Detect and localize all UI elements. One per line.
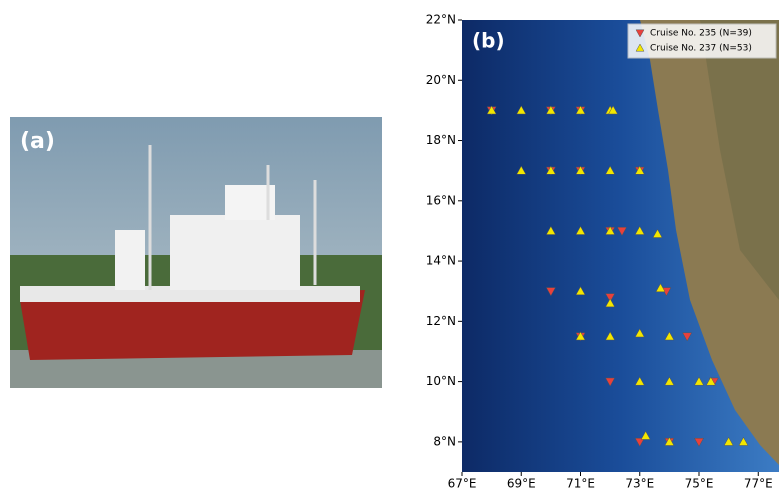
- y-tick-label: 8°N: [433, 434, 456, 448]
- marker: [634, 165, 645, 175]
- marker: [605, 377, 616, 387]
- marker: [575, 165, 586, 175]
- marker: [575, 286, 586, 296]
- x-tick-label: 75°E: [685, 477, 714, 489]
- marker: [664, 376, 675, 386]
- marker: [640, 430, 651, 440]
- x-tick-label: 67°E: [448, 477, 477, 489]
- y-tick-label: 12°N: [426, 314, 456, 328]
- marker: [634, 328, 645, 338]
- marker: [705, 376, 716, 386]
- marker: [605, 165, 616, 175]
- ship-photo: (a): [10, 117, 382, 388]
- marker: [723, 436, 734, 446]
- x-tick-label: 77°E: [744, 477, 773, 489]
- marker: [605, 298, 616, 308]
- legend-marker: [635, 43, 645, 52]
- marker: [664, 436, 675, 446]
- y-tick-label: 14°N: [426, 254, 456, 268]
- marker: [516, 165, 527, 175]
- legend-box: [627, 23, 777, 59]
- marker: [652, 228, 663, 238]
- panel-label: (b): [472, 29, 505, 53]
- marker: [634, 438, 645, 447]
- y-tick-label: 18°N: [426, 133, 456, 147]
- x-tick-label: 71°E: [566, 477, 595, 489]
- marker: [575, 331, 586, 341]
- marker: [545, 105, 556, 115]
- map: [462, 20, 779, 472]
- legend-label: Cruise No. 237 (N=53): [650, 44, 752, 54]
- marker: [575, 225, 586, 235]
- y-tick-label: 10°N: [426, 374, 456, 388]
- marker: [605, 331, 616, 341]
- marker: [545, 287, 556, 297]
- marker: [694, 438, 704, 447]
- legend-marker: [635, 29, 645, 38]
- legend-label: Cruise No. 235 (N=39): [650, 29, 752, 39]
- x-tick-label: 73°E: [625, 477, 654, 489]
- marker: [682, 332, 693, 342]
- marker: [545, 225, 556, 235]
- y-tick-label: 22°N: [426, 13, 456, 27]
- panel-label: (a): [20, 129, 55, 154]
- marker: [605, 293, 616, 303]
- y-tick-label: 20°N: [426, 73, 456, 87]
- marker: [617, 227, 627, 236]
- marker: [516, 105, 527, 115]
- y-tick-label: 16°N: [426, 193, 456, 207]
- marker: [738, 436, 749, 446]
- marker: [664, 331, 675, 341]
- marker: [694, 376, 704, 386]
- marker: [575, 105, 586, 115]
- marker: [655, 283, 666, 293]
- marker: [605, 225, 616, 235]
- marker: [545, 165, 556, 175]
- marker: [634, 225, 645, 235]
- marker: [486, 105, 497, 115]
- marker: [634, 376, 645, 386]
- marker: [608, 105, 619, 115]
- x-tick-label: 69°E: [507, 477, 536, 489]
